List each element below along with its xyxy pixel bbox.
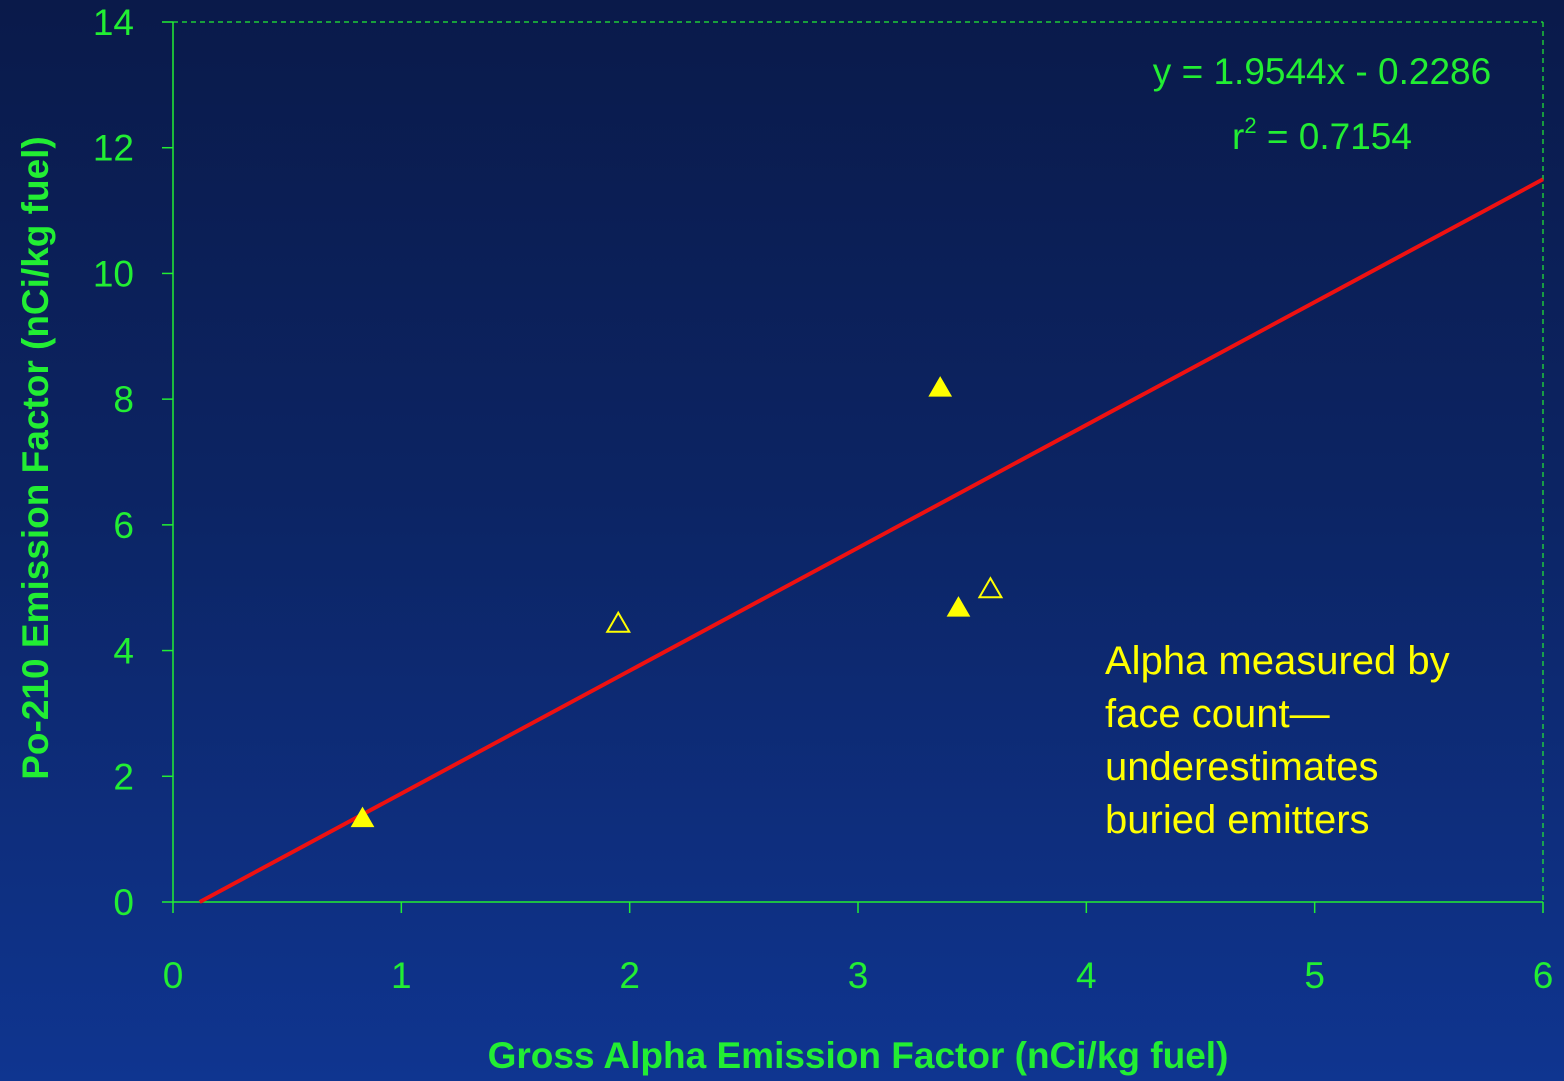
y-tick-label: 8: [113, 379, 134, 420]
r-squared-symbol: r: [1232, 116, 1244, 157]
x-axis-title: Gross Alpha Emission Factor (nCi/kg fuel…: [488, 1035, 1229, 1076]
data-point-open: [977, 576, 1004, 599]
y-tick-label: 0: [113, 882, 134, 923]
annotation-line-4: buried emitters: [1105, 798, 1370, 842]
y-tick-label: 14: [93, 2, 134, 43]
x-tick-label: 5: [1304, 955, 1325, 996]
y-tick-label: 6: [113, 505, 134, 546]
trendline-layer: [198, 177, 1544, 904]
y-axis-title: Po-210 Emission Factor (nCi/kg fuel): [15, 136, 56, 780]
data-point-open: [605, 610, 631, 633]
y-tick-label: 2: [113, 756, 134, 797]
y-tick-label: 12: [93, 128, 134, 169]
x-tick-label: 1: [391, 955, 412, 996]
r-squared-exponent: 2: [1244, 113, 1256, 138]
trendline: [198, 177, 1544, 904]
annotation-line-1: Alpha measured by: [1105, 639, 1450, 683]
x-tick-label: 4: [1076, 955, 1097, 996]
y-tick-label: 4: [113, 631, 134, 672]
data-points: [350, 376, 1004, 828]
data-point-filled: [350, 806, 375, 828]
x-tick-label: 0: [163, 955, 184, 996]
annotation-line-2: face count—: [1105, 692, 1330, 736]
r-squared-value: = 0.7154: [1257, 116, 1412, 157]
annotation-line-3: underestimates: [1105, 745, 1378, 789]
y-tick-label: 10: [93, 253, 134, 294]
x-tick-label: 6: [1533, 955, 1554, 996]
r-squared-label: r2 = 0.7154: [1232, 113, 1412, 157]
data-point-filled: [946, 596, 971, 617]
x-tick-label: 3: [848, 955, 869, 996]
x-tick-label: 2: [619, 955, 640, 996]
trendline-equation: y = 1.9544x - 0.2286: [1153, 51, 1491, 92]
data-point-filled: [928, 376, 953, 397]
